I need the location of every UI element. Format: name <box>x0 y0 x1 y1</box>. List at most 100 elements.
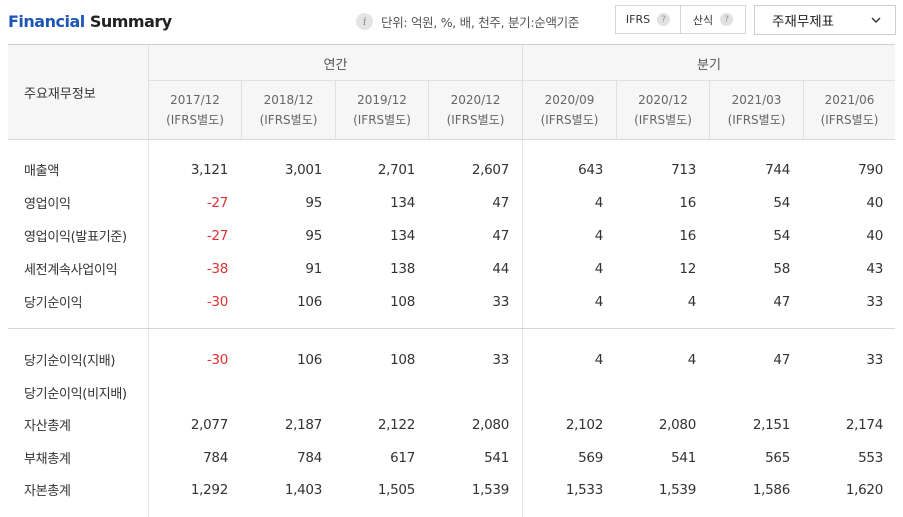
table-cell: -30 <box>206 351 228 368</box>
col-header: 2020/12 (IFRS별도) <box>429 81 522 139</box>
table-cell: 47 <box>773 351 790 368</box>
col-basis: (IFRS별도) <box>353 113 411 127</box>
formula-label: 산식 <box>692 13 714 27</box>
col-header: 2021/03 (IFRS별도) <box>710 81 803 139</box>
info-icon[interactable]: i <box>356 13 373 30</box>
table-cell: 47 <box>492 227 509 244</box>
col-header: 2021/06 (IFRS별도) <box>804 81 895 139</box>
row-label: 영업이익(발표기준) <box>24 230 127 245</box>
row-header-label: 주요재무정보 <box>8 45 148 139</box>
table-cell: 43 <box>866 260 883 277</box>
table-cell: 12 <box>679 260 696 277</box>
col-divider <box>335 81 336 139</box>
table-cell: 4 <box>687 351 697 368</box>
title-summary: Summary <box>89 12 172 31</box>
table-cell: 565 <box>765 449 790 466</box>
table-cell: 47 <box>773 293 790 310</box>
ifrs-help-icon[interactable]: ? <box>657 13 671 26</box>
formula-help-icon[interactable]: ? <box>720 13 734 26</box>
table-cell: 134 <box>390 227 415 244</box>
table-cell: 106 <box>297 351 322 368</box>
col-divider <box>428 81 429 139</box>
col-basis: (IFRS별도) <box>446 113 505 127</box>
table-cell: 2,122 <box>377 416 415 433</box>
formula-toggle[interactable]: 산식 ? <box>680 6 745 33</box>
table-cell <box>513 376 603 409</box>
row-label: 당기순이익(지배) <box>24 354 116 369</box>
table-cell: 1,539 <box>471 481 509 498</box>
table-cell: 790 <box>858 161 883 178</box>
table-cell: 569 <box>578 449 603 466</box>
col-header: 2017/12 (IFRS별도) <box>149 81 241 139</box>
table-cell: 1,533 <box>565 481 603 498</box>
table-cell: 58 <box>773 260 790 277</box>
table-cell: -30 <box>206 293 228 310</box>
row-label: 당기순이익 <box>24 296 83 311</box>
unit-info: i 단위: 억원, %, 배, 천주, 분기:순액기준 <box>356 12 579 31</box>
table-cell: 744 <box>765 161 790 178</box>
ifrs-label: IFRS <box>625 13 651 26</box>
table-cell: 16 <box>679 227 696 244</box>
table-cell: 2,080 <box>658 416 696 433</box>
table-cell: 3,121 <box>190 161 228 178</box>
table-cell: 40 <box>866 194 883 211</box>
table-cell: 2,151 <box>752 416 790 433</box>
table-cell: -27 <box>206 227 228 244</box>
table-cell: 138 <box>390 260 415 277</box>
table-cell: 541 <box>671 449 696 466</box>
table-cell: 2,187 <box>284 416 322 433</box>
row-label: 매출액 <box>24 164 59 179</box>
col-divider <box>616 81 617 139</box>
table-cell: 44 <box>492 260 509 277</box>
group-annual: 연간 <box>323 57 348 73</box>
table-cell: -38 <box>206 260 228 277</box>
table-top-border <box>8 44 895 45</box>
col-header: 2019/12 (IFRS별도) <box>336 81 428 139</box>
table-cell: 2,102 <box>565 416 603 433</box>
table-cell: 54 <box>773 227 790 244</box>
table-header-bg <box>8 45 895 139</box>
table-cell: 2,701 <box>377 161 415 178</box>
table-cell: 2,080 <box>471 416 509 433</box>
table-cell: 2,174 <box>845 416 883 433</box>
col-divider <box>522 45 523 139</box>
table-cell: 784 <box>203 449 228 466</box>
table-cell: 617 <box>390 449 415 466</box>
table-cell: 1,403 <box>284 481 322 498</box>
table-cell: 91 <box>305 260 322 277</box>
table-cell <box>138 376 228 409</box>
table-cell: 47 <box>492 194 509 211</box>
row-label: 영업이익 <box>24 197 71 212</box>
col-date: 2020/12 <box>638 93 688 107</box>
col-basis: (IFRS별도) <box>166 113 224 127</box>
table-cell: 108 <box>390 293 415 310</box>
table-cell: 1,620 <box>845 481 883 498</box>
table-cell: 40 <box>866 227 883 244</box>
table-cell <box>419 376 509 409</box>
table-cell <box>793 376 883 409</box>
table-cell: 95 <box>305 194 322 211</box>
row-label: 당기순이익(비지배) <box>24 387 127 402</box>
table-cell: 4 <box>687 293 697 310</box>
table-cell: 4 <box>594 260 604 277</box>
col-date: 2020/12 <box>450 93 501 107</box>
col-date: 2021/03 <box>731 93 782 107</box>
table-cell: 643 <box>578 161 603 178</box>
table-cell: 4 <box>594 293 604 310</box>
col-divider <box>803 81 804 139</box>
table-cell: 108 <box>390 351 415 368</box>
table-cell: 33 <box>866 351 883 368</box>
statement-select[interactable]: 주재무제표 <box>754 5 896 35</box>
row-label: 세전계속사업이익 <box>24 263 118 278</box>
table-cell: 33 <box>492 351 509 368</box>
col-divider <box>241 81 242 139</box>
table-cell: 713 <box>671 161 696 178</box>
col-basis: (IFRS별도) <box>540 113 599 127</box>
row-label: 자본총계 <box>24 484 71 499</box>
col-date: 2018/12 <box>263 93 314 107</box>
col-divider <box>148 45 149 139</box>
table-cell: 1,586 <box>752 481 790 498</box>
col-header: 2018/12 (IFRS별도) <box>242 81 335 139</box>
ifrs-toggle[interactable]: IFRS ? <box>616 6 680 33</box>
summary-header: Financial Summary i 단위: 억원, %, 배, 천주, 분기… <box>0 0 903 44</box>
